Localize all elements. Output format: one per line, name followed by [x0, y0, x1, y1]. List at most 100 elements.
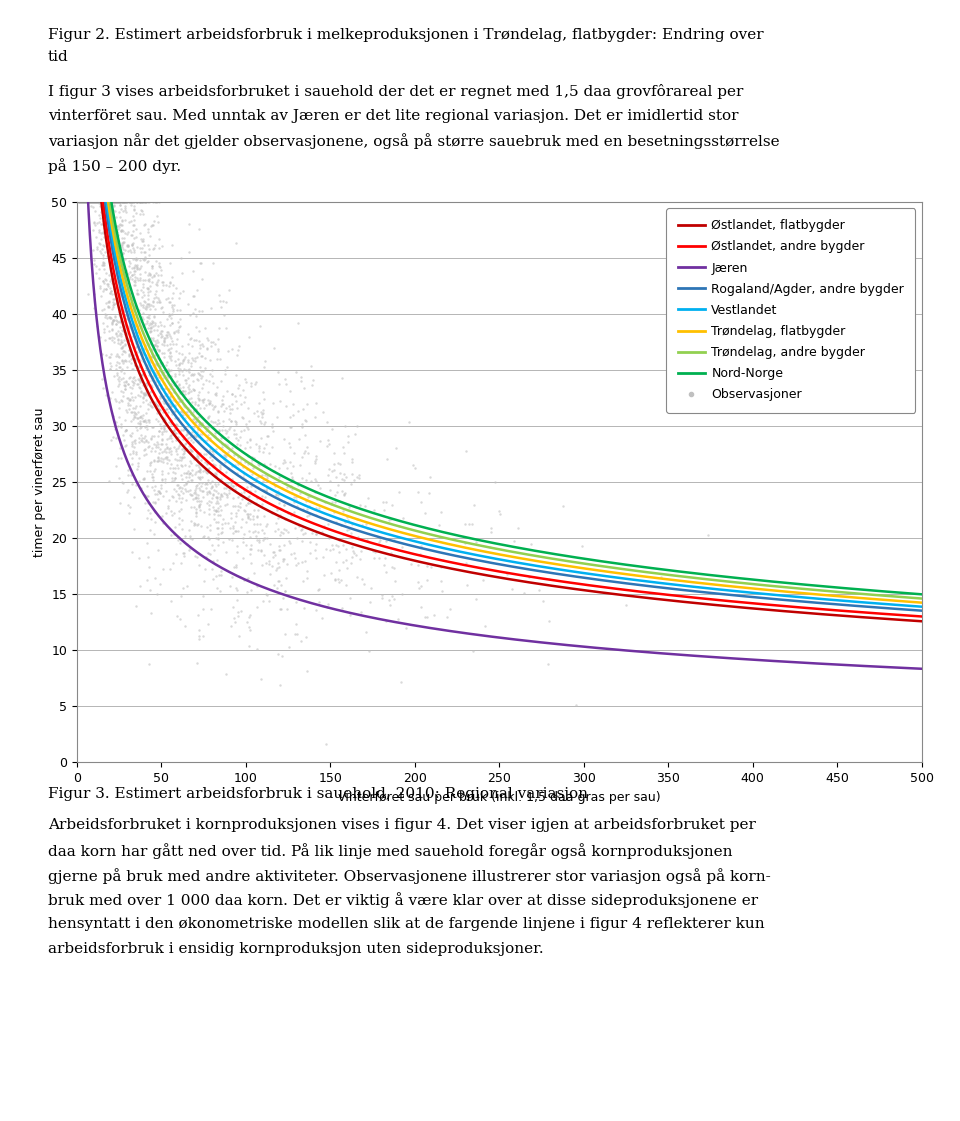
Point	[101, 275, 116, 293]
Point	[112, 312, 128, 330]
Point	[106, 279, 121, 297]
Point	[134, 350, 150, 368]
Point	[185, 372, 201, 390]
Point	[95, 212, 110, 230]
Point	[133, 429, 149, 447]
Point	[146, 452, 161, 470]
Point	[187, 381, 203, 399]
Point	[86, 193, 102, 211]
Point	[167, 450, 182, 467]
Point	[73, 193, 88, 211]
Point	[83, 193, 98, 211]
Point	[93, 193, 108, 211]
Point	[267, 462, 282, 480]
Point	[120, 359, 135, 377]
Point	[184, 466, 200, 484]
Point	[125, 376, 140, 393]
Point	[165, 284, 180, 302]
Point	[173, 478, 188, 495]
Point	[151, 368, 166, 386]
Point	[257, 352, 273, 370]
Point	[80, 193, 95, 211]
Point	[378, 563, 394, 581]
Point	[172, 448, 187, 466]
Point	[214, 438, 229, 456]
Point	[253, 402, 269, 420]
Point	[311, 580, 326, 597]
Point	[190, 280, 205, 298]
Point	[132, 257, 148, 275]
Point	[128, 250, 143, 268]
Point	[276, 589, 291, 606]
Point	[84, 193, 100, 211]
Point	[158, 448, 174, 466]
Point	[257, 413, 273, 430]
Point	[85, 193, 101, 211]
Point	[84, 193, 99, 211]
Point	[189, 318, 204, 336]
Point	[90, 193, 106, 211]
Point	[236, 393, 252, 411]
Point	[140, 399, 156, 417]
Point	[78, 193, 93, 211]
Point	[132, 193, 148, 211]
Point	[93, 277, 108, 295]
Point	[99, 193, 114, 211]
Point	[129, 238, 144, 256]
Point	[291, 430, 306, 448]
Point	[169, 300, 184, 318]
Point	[178, 474, 193, 492]
Point	[129, 336, 144, 354]
Point	[135, 389, 151, 407]
Point	[194, 379, 209, 397]
Point	[74, 193, 89, 211]
Point	[86, 193, 102, 211]
Point	[91, 206, 107, 224]
Point	[228, 513, 243, 531]
Point	[244, 536, 259, 554]
Point	[386, 530, 401, 548]
Point	[138, 386, 154, 404]
Point	[89, 317, 105, 335]
Point	[122, 263, 137, 281]
Point	[118, 421, 133, 439]
Point	[124, 427, 139, 445]
Point	[116, 369, 132, 387]
Point	[104, 309, 119, 327]
Point	[253, 670, 269, 688]
Point	[130, 319, 145, 337]
Point	[129, 193, 144, 211]
Point	[331, 531, 347, 549]
Point	[72, 193, 87, 211]
Point	[85, 193, 101, 211]
Point	[76, 193, 91, 211]
Point	[83, 193, 98, 211]
Point	[80, 193, 95, 211]
Point	[143, 443, 158, 461]
Point	[284, 418, 300, 436]
Point	[132, 193, 148, 211]
Point	[295, 525, 310, 543]
Point	[118, 343, 133, 361]
Point	[116, 318, 132, 336]
Point	[96, 193, 111, 211]
Point	[102, 223, 117, 241]
Point	[178, 385, 193, 402]
Point	[165, 554, 180, 572]
Point	[136, 429, 152, 447]
Point	[88, 257, 104, 275]
Point	[175, 351, 190, 369]
Point	[112, 193, 128, 211]
Point	[154, 377, 169, 395]
Point	[88, 228, 104, 245]
Point	[266, 474, 281, 492]
Point	[84, 193, 99, 211]
Point	[237, 501, 252, 519]
Point	[276, 497, 292, 515]
Point	[127, 277, 142, 295]
Point	[91, 234, 107, 252]
Point	[257, 488, 273, 506]
Point	[149, 367, 164, 385]
Point	[189, 516, 204, 534]
Point	[154, 476, 169, 494]
